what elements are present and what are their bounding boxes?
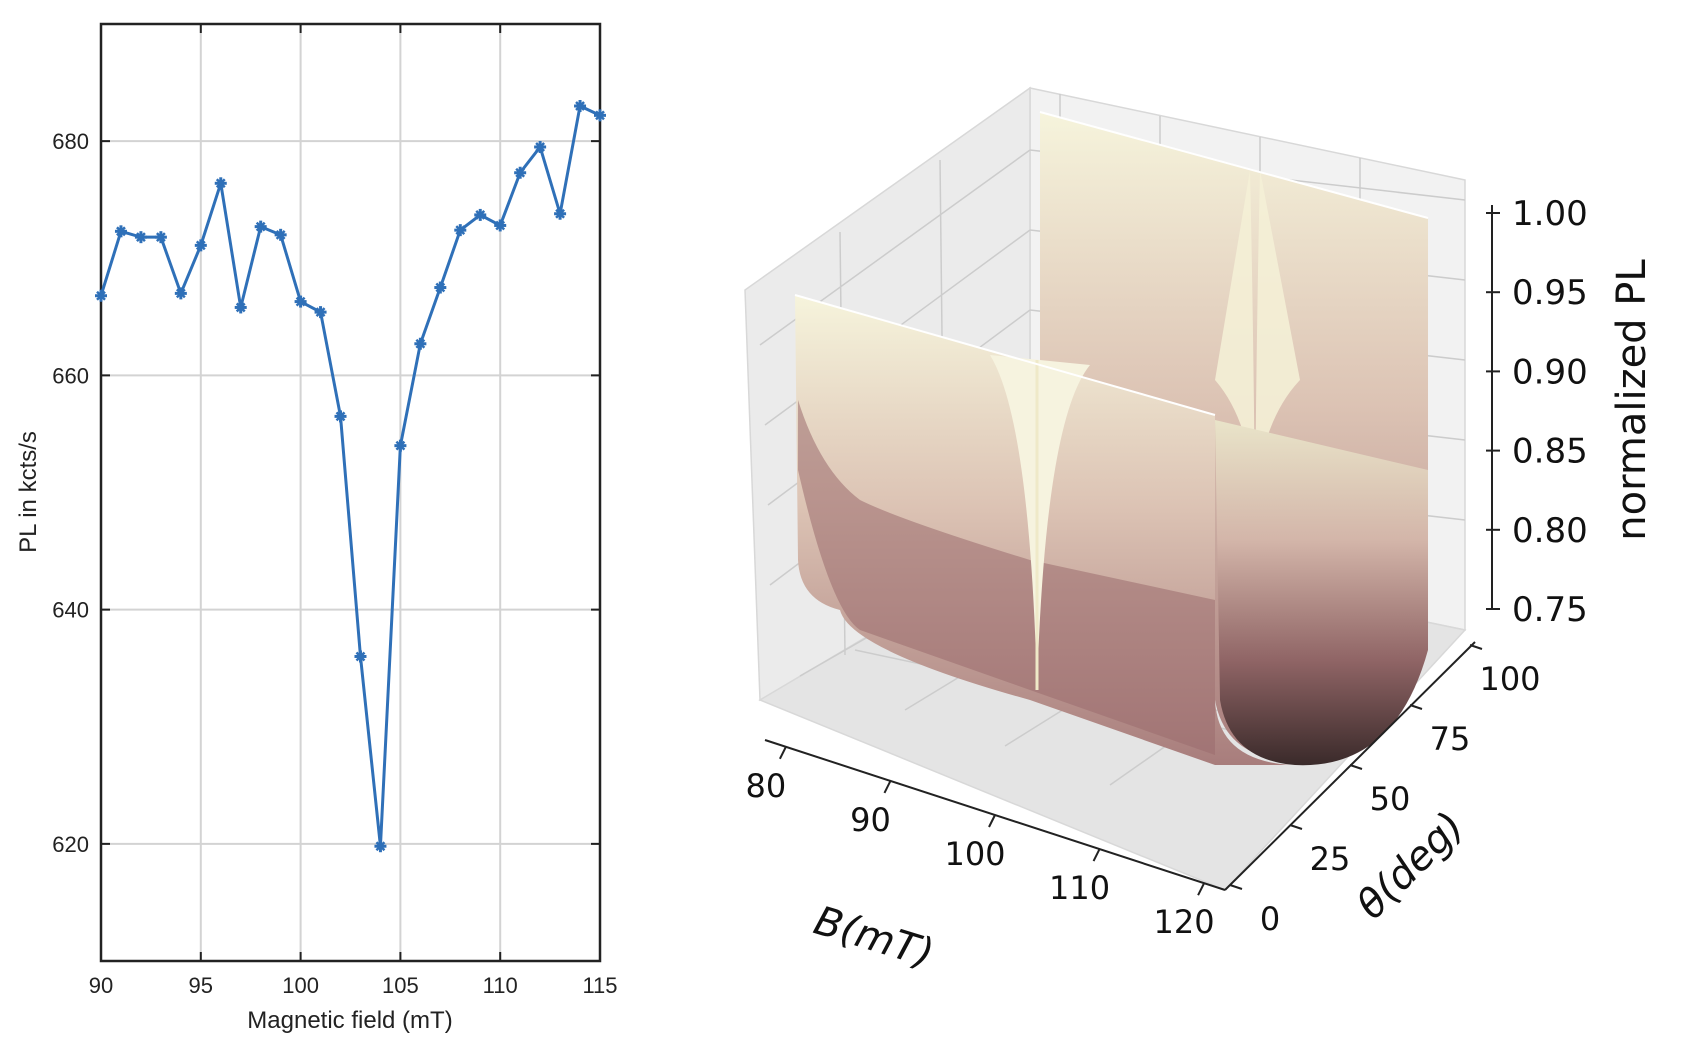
y-tick-label-3d: 50 — [1370, 780, 1411, 818]
x-tick-3d — [779, 746, 787, 760]
x-tick-3d — [988, 814, 996, 828]
y-tick-label-3d: 25 — [1310, 840, 1351, 878]
z-tick-label-3d: 0.75 — [1512, 590, 1588, 630]
x-tick-label-3d: 100 — [944, 835, 1005, 873]
x-tick-labels-3d: 80 90 100 110 120 — [746, 746, 1215, 941]
x-tick-3d — [1092, 848, 1101, 862]
y-tick-labels: 620 640 660 680 — [52, 129, 89, 857]
data-point — [474, 208, 487, 221]
x-tick-label: 115 — [582, 973, 617, 998]
x-tick-label-3d: 90 — [850, 801, 891, 839]
data-point — [514, 166, 527, 179]
data-point — [314, 306, 327, 319]
data-point — [434, 281, 447, 294]
surface-front-edge — [794, 294, 1216, 416]
y-tick-label: 680 — [52, 129, 89, 154]
x-tick-3d — [1197, 882, 1205, 896]
x-tick-label-3d: 80 — [746, 767, 787, 805]
data-point — [174, 287, 187, 300]
surface-back-edge — [1039, 111, 1429, 219]
data-point — [334, 410, 347, 423]
x-tick-label-3d: 120 — [1154, 903, 1215, 941]
y-tick-3d — [1469, 644, 1483, 650]
data-point — [134, 231, 147, 244]
data-point — [194, 239, 207, 252]
x-tick-3d — [883, 780, 892, 794]
z-tick-label-3d: 0.80 — [1512, 511, 1588, 551]
z-tick-labels-3d: 0.75 0.80 0.85 0.90 0.95 1.00 — [1486, 194, 1588, 630]
y-axis-label: PL in kcts/s — [15, 431, 42, 553]
x-tick-label: 95 — [189, 973, 213, 998]
z-axis-label-3d: normalized PL — [1609, 259, 1655, 541]
data-point — [234, 301, 247, 314]
z-tick-label-3d: 0.90 — [1512, 352, 1588, 392]
y-tick-3d — [1409, 704, 1423, 710]
y-tick-3d — [1289, 824, 1303, 830]
x-tick-labels: 90 95 100 105 110 115 — [89, 973, 618, 998]
x-tick-label-3d: 110 — [1049, 869, 1110, 907]
x-axis-label-3d: B(mT) — [809, 898, 939, 978]
y-tick-label: 640 — [52, 598, 89, 623]
y-tick-label-3d: 100 — [1479, 660, 1540, 698]
data-point — [294, 295, 307, 308]
z-tick-label-3d: 0.85 — [1512, 432, 1588, 472]
data-point — [354, 650, 367, 663]
x-tick-label: 110 — [483, 973, 518, 998]
x-axis-label: Magnetic field (mT) — [247, 1007, 452, 1034]
series-line — [99, 103, 601, 847]
y-tick-3d — [1229, 884, 1243, 890]
surface-front-dip — [990, 355, 1090, 690]
data-point — [154, 231, 167, 244]
z-tick-label-3d: 0.95 — [1512, 273, 1588, 313]
z-tick-label-3d: 1.00 — [1512, 194, 1588, 234]
data-point — [95, 289, 107, 302]
y-tick-label-3d: 0 — [1260, 900, 1280, 938]
data-point — [374, 840, 387, 853]
y-tick-label-3d: 75 — [1430, 720, 1471, 758]
data-point — [534, 140, 547, 153]
data-point — [574, 99, 587, 112]
x-tick-label: 90 — [89, 973, 113, 998]
data-point — [394, 439, 407, 452]
data-point — [554, 207, 567, 220]
y-axis-label-3d: θ(deg) — [1348, 803, 1473, 928]
data-point — [414, 337, 427, 350]
y-tick-label: 660 — [52, 363, 89, 388]
data-point — [594, 109, 606, 122]
series-markers — [95, 99, 606, 853]
x-tick-label: 100 — [282, 973, 319, 998]
data-point — [254, 220, 267, 233]
surface-back-dip — [1215, 170, 1300, 500]
x-tick-label: 105 — [382, 973, 419, 998]
y-tick-3d — [1349, 764, 1363, 770]
data-point — [494, 219, 507, 232]
surface-front-shade — [798, 400, 1215, 755]
data-point — [214, 177, 227, 190]
data-point — [274, 228, 287, 241]
surface-bowl — [1215, 420, 1428, 766]
y-tick-label: 620 — [52, 832, 89, 857]
data-point — [114, 225, 127, 238]
data-point — [454, 224, 467, 237]
plot-frame — [99, 22, 602, 963]
pl-line-chart: 90 95 100 105 110 115 620 640 660 680 Magnetic f… — [15, 22, 618, 1034]
